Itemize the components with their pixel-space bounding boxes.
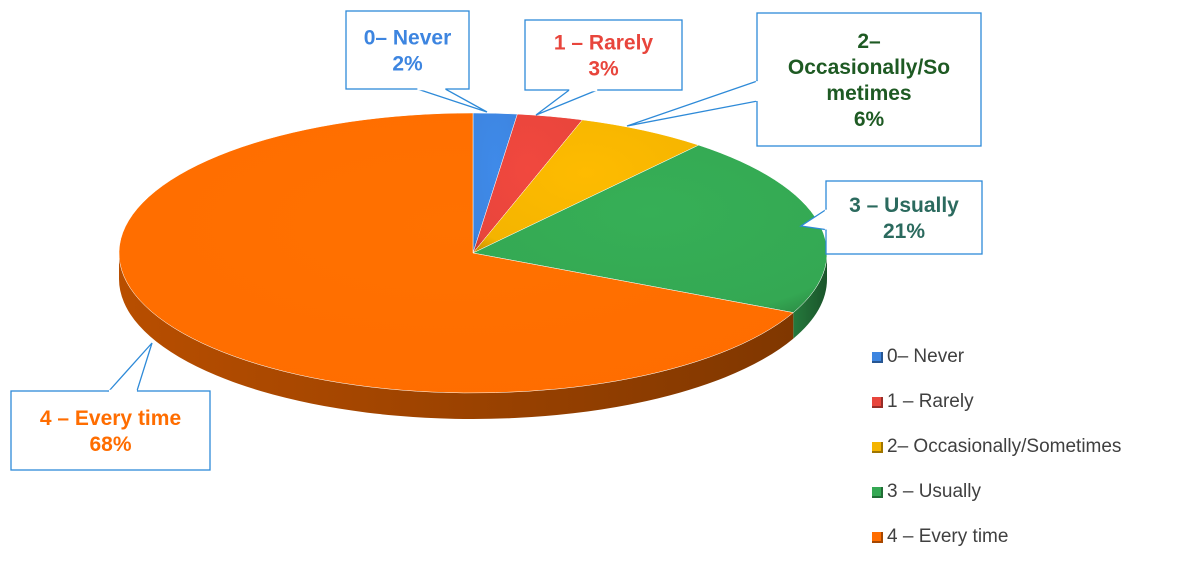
data-label-value: 68% xyxy=(89,433,131,456)
legend-label: 4 – Every time xyxy=(887,526,1009,547)
data-label-value: 3% xyxy=(588,57,619,80)
legend-label: 1 – Rarely xyxy=(887,391,974,412)
legend-label: 2– Occasionally/Sometimes xyxy=(887,436,1122,457)
callout-box xyxy=(10,390,211,471)
callout-box xyxy=(524,19,683,91)
callout-2: 2– Occasionally/So metimes 6% xyxy=(626,12,982,147)
pie-slice-4 xyxy=(118,112,794,394)
slice-side xyxy=(119,253,794,419)
legend-swatch xyxy=(872,531,883,543)
callout-box xyxy=(825,180,983,255)
pie-slices xyxy=(118,112,828,394)
legend-label: 3 – Usually xyxy=(887,481,981,502)
legend-swatch xyxy=(872,441,883,453)
callout-1: 1 – Rarely 3% xyxy=(524,19,683,116)
callout-pointer xyxy=(417,88,488,113)
data-label-category: 2– xyxy=(857,30,881,53)
data-label-value: 6% xyxy=(854,108,885,131)
data-label-category: 4 – Every time xyxy=(40,407,181,430)
data-label-category: 0– Never xyxy=(364,26,452,49)
legend-item: 1 – Rarely xyxy=(872,385,1192,419)
callout-box xyxy=(345,10,470,90)
legend-item: 3 – Usually xyxy=(872,475,1192,509)
callout-pointer xyxy=(535,89,598,116)
data-label-category: 3 – Usually xyxy=(849,194,959,217)
data-label-category: metimes xyxy=(826,82,911,105)
data-label-category: Occasionally/So xyxy=(788,56,950,79)
callout-box xyxy=(756,12,982,147)
data-labels: 0– Never 2% 1 – Rarely 3% 2– Occasionally/So m… xyxy=(10,10,983,471)
data-label-value: 2% xyxy=(392,52,423,75)
pie-slice-2 xyxy=(472,119,700,254)
legend-item: 4 – Every time xyxy=(872,520,1192,554)
pie-chart: 0– Never 2% 1 – Rarely 3% 2– Occasionally/So m… xyxy=(10,10,983,471)
callout-0: 0– Never 2% xyxy=(345,10,488,113)
legend-label: 0– Never xyxy=(887,346,965,367)
callout-pointer xyxy=(107,342,153,392)
data-label-value: 21% xyxy=(883,220,925,243)
callout-3: 3 – Usually 21% xyxy=(799,180,983,255)
legend-item: 2– Occasionally/Sometimes xyxy=(872,430,1192,464)
legend-swatch xyxy=(872,486,883,498)
data-label-category: 1 – Rarely xyxy=(554,31,654,54)
legend-swatch xyxy=(872,396,883,408)
legend-item: 0– Never xyxy=(872,340,1192,374)
legend-swatch xyxy=(872,351,883,363)
callout-4: 4 – Every time 68% xyxy=(10,342,211,471)
legend: 0– Never 1 – Rarely 2– Occasionally/Someti… xyxy=(872,340,1192,565)
